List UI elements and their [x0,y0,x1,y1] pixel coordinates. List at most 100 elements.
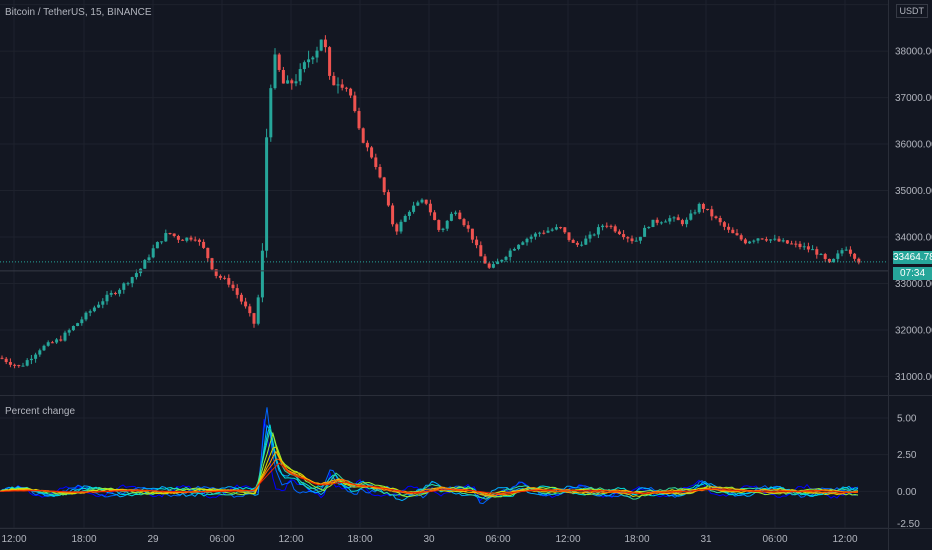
candle [575,241,579,248]
candle [794,240,798,248]
candle [554,224,558,231]
candle [668,215,672,225]
indicator-series-line [0,462,859,495]
candle [470,228,474,244]
candle [281,66,285,84]
candle [29,354,33,365]
indicator-series-line [0,458,859,496]
candle [185,237,189,243]
candle [0,355,4,360]
candle [630,235,634,244]
candle [731,227,735,234]
time-tick-label: 12:00 [832,534,857,545]
candle [101,298,105,309]
candle [609,224,613,229]
candle [626,236,630,243]
candle [164,229,168,242]
candle [88,309,92,317]
indicator-title[interactable]: Percent change [5,406,76,417]
price-tick-label: 38000.00 [895,47,932,58]
candle [449,211,453,222]
candle [315,46,319,63]
candle [479,241,483,257]
candle [172,233,176,238]
candle [441,227,445,233]
candle [160,241,164,245]
candle [84,311,88,322]
candle [193,236,197,242]
candle [97,301,101,309]
candle [601,224,605,231]
candle [756,238,760,244]
candle [17,364,21,368]
candle [853,252,857,262]
candle [848,246,852,257]
candle [13,363,17,369]
symbol-header: Bitcoin / TetherUS, 15, BINANCE [5,7,152,18]
candle [827,258,831,264]
candle [748,240,752,244]
candle [294,74,298,87]
candle [643,225,647,237]
time-tick-label: 06:00 [762,534,787,545]
candle [487,262,491,269]
candle [714,215,718,220]
candle [433,210,437,221]
candle [651,219,655,228]
currency-button[interactable]: USDT [895,4,928,18]
candle [701,202,705,213]
candle [550,227,554,232]
candle [168,232,172,235]
candle [437,219,441,232]
candle [130,276,134,288]
price-tick-label: 31000.00 [895,372,932,383]
candle [542,230,546,235]
candle [622,230,626,240]
candle [706,208,710,211]
price-tick-label: 33000.00 [895,279,932,290]
candle [580,241,584,247]
candle [521,240,525,246]
candle [739,233,743,241]
candle [210,257,214,271]
candle [412,201,416,214]
candle [50,340,54,344]
candle [399,219,403,234]
candle [302,60,306,73]
candle [365,140,369,152]
candle [34,352,38,363]
candle [781,238,785,243]
candle [218,274,222,281]
candle [244,297,248,309]
candle [596,224,600,239]
candle [357,107,361,130]
candle [563,227,567,234]
candle [122,282,126,294]
candle [802,242,806,250]
candle [588,231,592,243]
candle [647,226,651,230]
candle [176,234,180,244]
candle [235,284,239,299]
candle [790,240,794,245]
indicator-tick-label: -2.50 [897,519,920,530]
candle [206,247,210,262]
candle [617,229,621,236]
candle [382,176,386,196]
candle [752,239,756,244]
candle [311,55,315,65]
candle [269,84,273,142]
time-tick-label: 12:00 [278,534,303,545]
price-tick-label: 34000.00 [895,233,932,244]
price-tick-label: 32000.00 [895,325,932,336]
candle [727,223,731,233]
candle [634,237,638,242]
candle [21,362,25,367]
candle [806,242,810,253]
candle [798,241,802,250]
candle [147,254,151,263]
candle [777,236,781,243]
